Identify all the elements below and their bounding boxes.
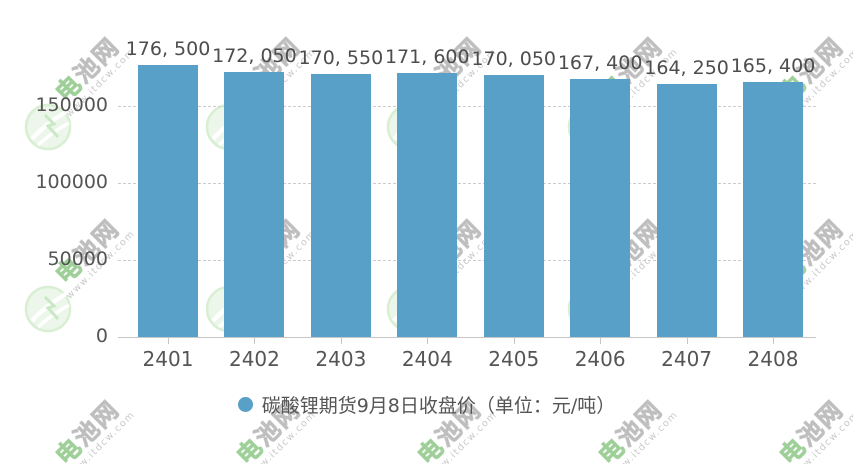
bar-value-label: 176, 500 xyxy=(125,38,211,61)
y-axis-tick-label: 0 xyxy=(95,325,108,347)
bar-2407 xyxy=(656,84,717,337)
x-axis-category-label: 2408 xyxy=(747,347,799,371)
bar-2402 xyxy=(224,72,285,337)
bar-2405 xyxy=(483,75,544,337)
x-axis-category-label: 2402 xyxy=(228,347,280,371)
x-axis-tick xyxy=(427,338,429,344)
gridline-150000 xyxy=(118,106,816,107)
bar-value-label: 165, 400 xyxy=(730,55,816,78)
bar-2403 xyxy=(310,74,371,337)
x-axis-tick xyxy=(254,338,256,344)
bar-value-label: 171, 600 xyxy=(384,45,470,68)
x-axis-category-label: 2404 xyxy=(401,347,453,371)
legend-marker-circle xyxy=(237,396,253,412)
x-axis-tick xyxy=(773,338,774,344)
x-axis-category-label: 2406 xyxy=(574,347,626,371)
bar-value-label: 170, 050 xyxy=(471,48,557,71)
bar-2406 xyxy=(570,79,631,337)
legend[interactable]: 碳酸锂期货9月8日收盘价（单位：元/吨） xyxy=(0,391,853,417)
gridline-50000 xyxy=(118,260,816,261)
x-axis-tick xyxy=(600,338,602,344)
bar-value-label: 170, 550 xyxy=(298,47,384,70)
x-axis-category-label: 2405 xyxy=(488,347,540,371)
bar-2404 xyxy=(397,72,458,337)
gridline-100000 xyxy=(118,183,816,184)
bar-2408 xyxy=(743,82,803,337)
y-axis-tick-label: 100000 xyxy=(35,171,108,193)
x-axis-tick xyxy=(686,338,688,344)
y-axis-tick-label: 150000 xyxy=(35,94,108,116)
bar-value-label: 164, 250 xyxy=(644,57,729,80)
x-axis-category-label: 2403 xyxy=(315,347,367,371)
bar-2401 xyxy=(138,65,198,337)
x-axis-tick xyxy=(168,338,169,344)
x-axis-line xyxy=(118,337,816,338)
x-axis-tick xyxy=(340,338,342,344)
x-axis-tick xyxy=(513,338,515,344)
y-axis-tick-label: 50000 xyxy=(47,248,108,270)
bar-value-label: 167, 400 xyxy=(557,52,643,75)
bar-value-label: 172, 050 xyxy=(212,45,297,68)
x-axis-category-label: 2401 xyxy=(142,347,194,371)
legend-label: 碳酸锂期货9月8日收盘价（单位：元/吨） xyxy=(261,394,616,417)
x-axis-category-label: 2407 xyxy=(661,347,713,371)
